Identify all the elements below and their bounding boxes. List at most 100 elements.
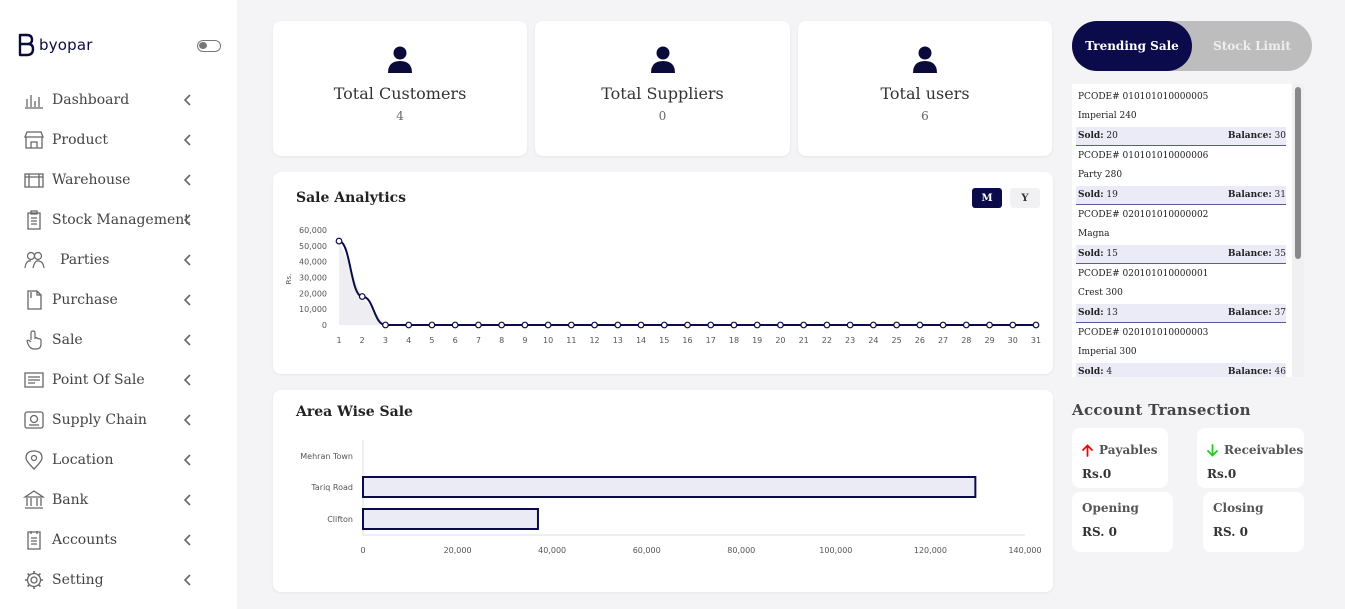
data-point[interactable] <box>358 293 366 300</box>
data-point[interactable] <box>823 321 831 329</box>
sale-analytics-title: Sale Analytics <box>296 190 407 206</box>
sold-value: 4 <box>1106 367 1113 377</box>
x-tick-label: 80,000 <box>727 546 755 555</box>
data-point[interactable] <box>567 321 575 329</box>
sidebar-item-parties[interactable]: Parties <box>0 240 237 280</box>
stat-card-suppliers: Total Suppliers 0 <box>535 21 790 156</box>
x-tick-label: 140,000 <box>1008 546 1041 555</box>
data-point[interactable] <box>962 321 970 329</box>
data-point[interactable] <box>474 321 482 329</box>
data-point[interactable] <box>986 321 993 329</box>
chevron-left-icon <box>183 174 191 186</box>
data-point[interactable] <box>498 321 506 329</box>
data-point[interactable] <box>405 321 413 329</box>
data-point[interactable] <box>753 321 761 329</box>
trending-list: PCODE# 010101010000005 Imperial 240 Sold: … <box>1072 88 1287 377</box>
tab-stock-limit[interactable]: Stock Limit <box>1213 39 1291 53</box>
scroll-thumb[interactable] <box>1295 87 1301 259</box>
data-point[interactable] <box>707 321 715 329</box>
month-toggle-button[interactable]: M <box>972 188 1002 208</box>
product-code: PCODE# 020101010000002 <box>1078 210 1209 220</box>
sold-value: 15 <box>1106 249 1118 259</box>
data-point[interactable] <box>544 321 552 329</box>
sidebar-item-purchase[interactable]: Purchase <box>0 280 237 320</box>
product-code: PCODE# 020101010000001 <box>1078 269 1209 279</box>
data-point[interactable] <box>939 321 947 329</box>
sidebar-item-label: Setting <box>52 572 104 588</box>
sidebar-item-product[interactable]: Product <box>0 120 237 160</box>
closing-card: Closing RS. 0 <box>1203 492 1304 552</box>
data-point[interactable] <box>846 321 854 329</box>
data-point[interactable] <box>428 321 436 329</box>
data-point[interactable] <box>335 237 343 245</box>
series-line <box>338 240 1036 326</box>
data-point[interactable] <box>730 321 738 329</box>
arrow-down-icon <box>1207 443 1218 457</box>
data-point[interactable] <box>591 321 598 329</box>
trending-scrollbar[interactable] <box>1292 84 1304 377</box>
y-axis-label: Rs. <box>285 274 293 285</box>
data-point[interactable] <box>777 321 784 329</box>
data-point[interactable] <box>521 321 529 329</box>
arrow-up-icon <box>1082 443 1093 457</box>
sidebar-item-dashboard[interactable]: Dashboard <box>0 80 237 120</box>
x-tick-label: 23 <box>845 336 855 345</box>
tab-trending-sale[interactable]: Trending Sale <box>1072 21 1192 71</box>
data-point[interactable] <box>1009 321 1017 329</box>
data-point[interactable] <box>893 321 900 329</box>
category-label: Tariq Road <box>310 483 353 492</box>
bar-tariq-road[interactable] <box>362 476 977 498</box>
x-tick-label: 13 <box>613 336 623 345</box>
stat-card-customers: Total Customers 4 <box>273 21 527 156</box>
trending-item: PCODE# 010101010000006 Party 280 Sold: 19 B… <box>1072 147 1287 206</box>
sidebar-item-setting[interactable]: Setting <box>0 560 237 600</box>
x-tick-label: 120,000 <box>914 546 947 555</box>
trending-tabs: Trending Sale Stock Limit <box>1072 21 1312 71</box>
area-wise-sale-title: Area Wise Sale <box>296 404 413 420</box>
x-tick-label: 20,000 <box>444 546 472 555</box>
data-point[interactable] <box>637 321 645 329</box>
opening-value: RS. 0 <box>1082 525 1117 539</box>
data-point[interactable] <box>614 321 622 329</box>
x-tick-label: 9 <box>522 336 527 345</box>
theme-toggle[interactable] <box>197 40 221 52</box>
data-point[interactable] <box>660 321 668 329</box>
sidebar-item-warehouse[interactable]: Warehouse <box>0 160 237 200</box>
x-tick-label: 16 <box>682 336 692 345</box>
data-point[interactable] <box>916 321 924 329</box>
sidebar-item-stock-management[interactable]: Stock Management <box>0 200 237 240</box>
data-point[interactable] <box>684 321 691 329</box>
balance-value: 46 <box>1274 367 1286 377</box>
sidebar-item-point-of-sale[interactable]: Point Of Sale <box>0 360 237 400</box>
data-point[interactable] <box>382 321 389 329</box>
sidebar-item-supply-chain[interactable]: Supply Chain <box>0 400 237 440</box>
x-tick-label: 6 <box>453 336 458 345</box>
product-name: Magna <box>1078 229 1110 239</box>
x-tick-label: 11 <box>566 336 576 345</box>
sidebar-item-accounts[interactable]: Accounts <box>0 520 237 560</box>
data-point[interactable] <box>1032 321 1040 329</box>
closing-value: RS. 0 <box>1213 525 1248 539</box>
sold-balance-row: Sold: 20 Balance: 30 <box>1076 127 1286 146</box>
sidebar-item-label: Location <box>52 452 114 468</box>
balance-value: 37 <box>1274 308 1286 318</box>
person-icon <box>650 46 675 73</box>
data-point[interactable] <box>451 321 459 329</box>
brand-logo[interactable]: byopar <box>17 33 93 57</box>
balance-value: 30 <box>1274 131 1286 141</box>
sidebar-item-sale[interactable]: Sale <box>0 320 237 360</box>
data-point[interactable] <box>869 321 877 329</box>
stat-title: Total users <box>880 84 970 103</box>
year-toggle-button[interactable]: Y <box>1010 188 1040 208</box>
x-tick-label: 60,000 <box>633 546 661 555</box>
x-tick-label: 27 <box>938 336 948 345</box>
area-bar-chart: Mehran Town Tariq Road Clifton 0 20,000 40,00… <box>300 440 1042 555</box>
sidebar-item-bank[interactable]: Bank <box>0 480 237 520</box>
product-name: Party 280 <box>1078 170 1123 180</box>
sidebar-item-location[interactable]: Location <box>0 440 237 480</box>
supply-chain-icon <box>23 409 45 431</box>
x-tick-label: 100,000 <box>819 546 852 555</box>
bar-clifton[interactable] <box>362 508 539 530</box>
data-point[interactable] <box>800 321 808 329</box>
receivables-card: Receivables Rs.0 <box>1197 428 1304 488</box>
